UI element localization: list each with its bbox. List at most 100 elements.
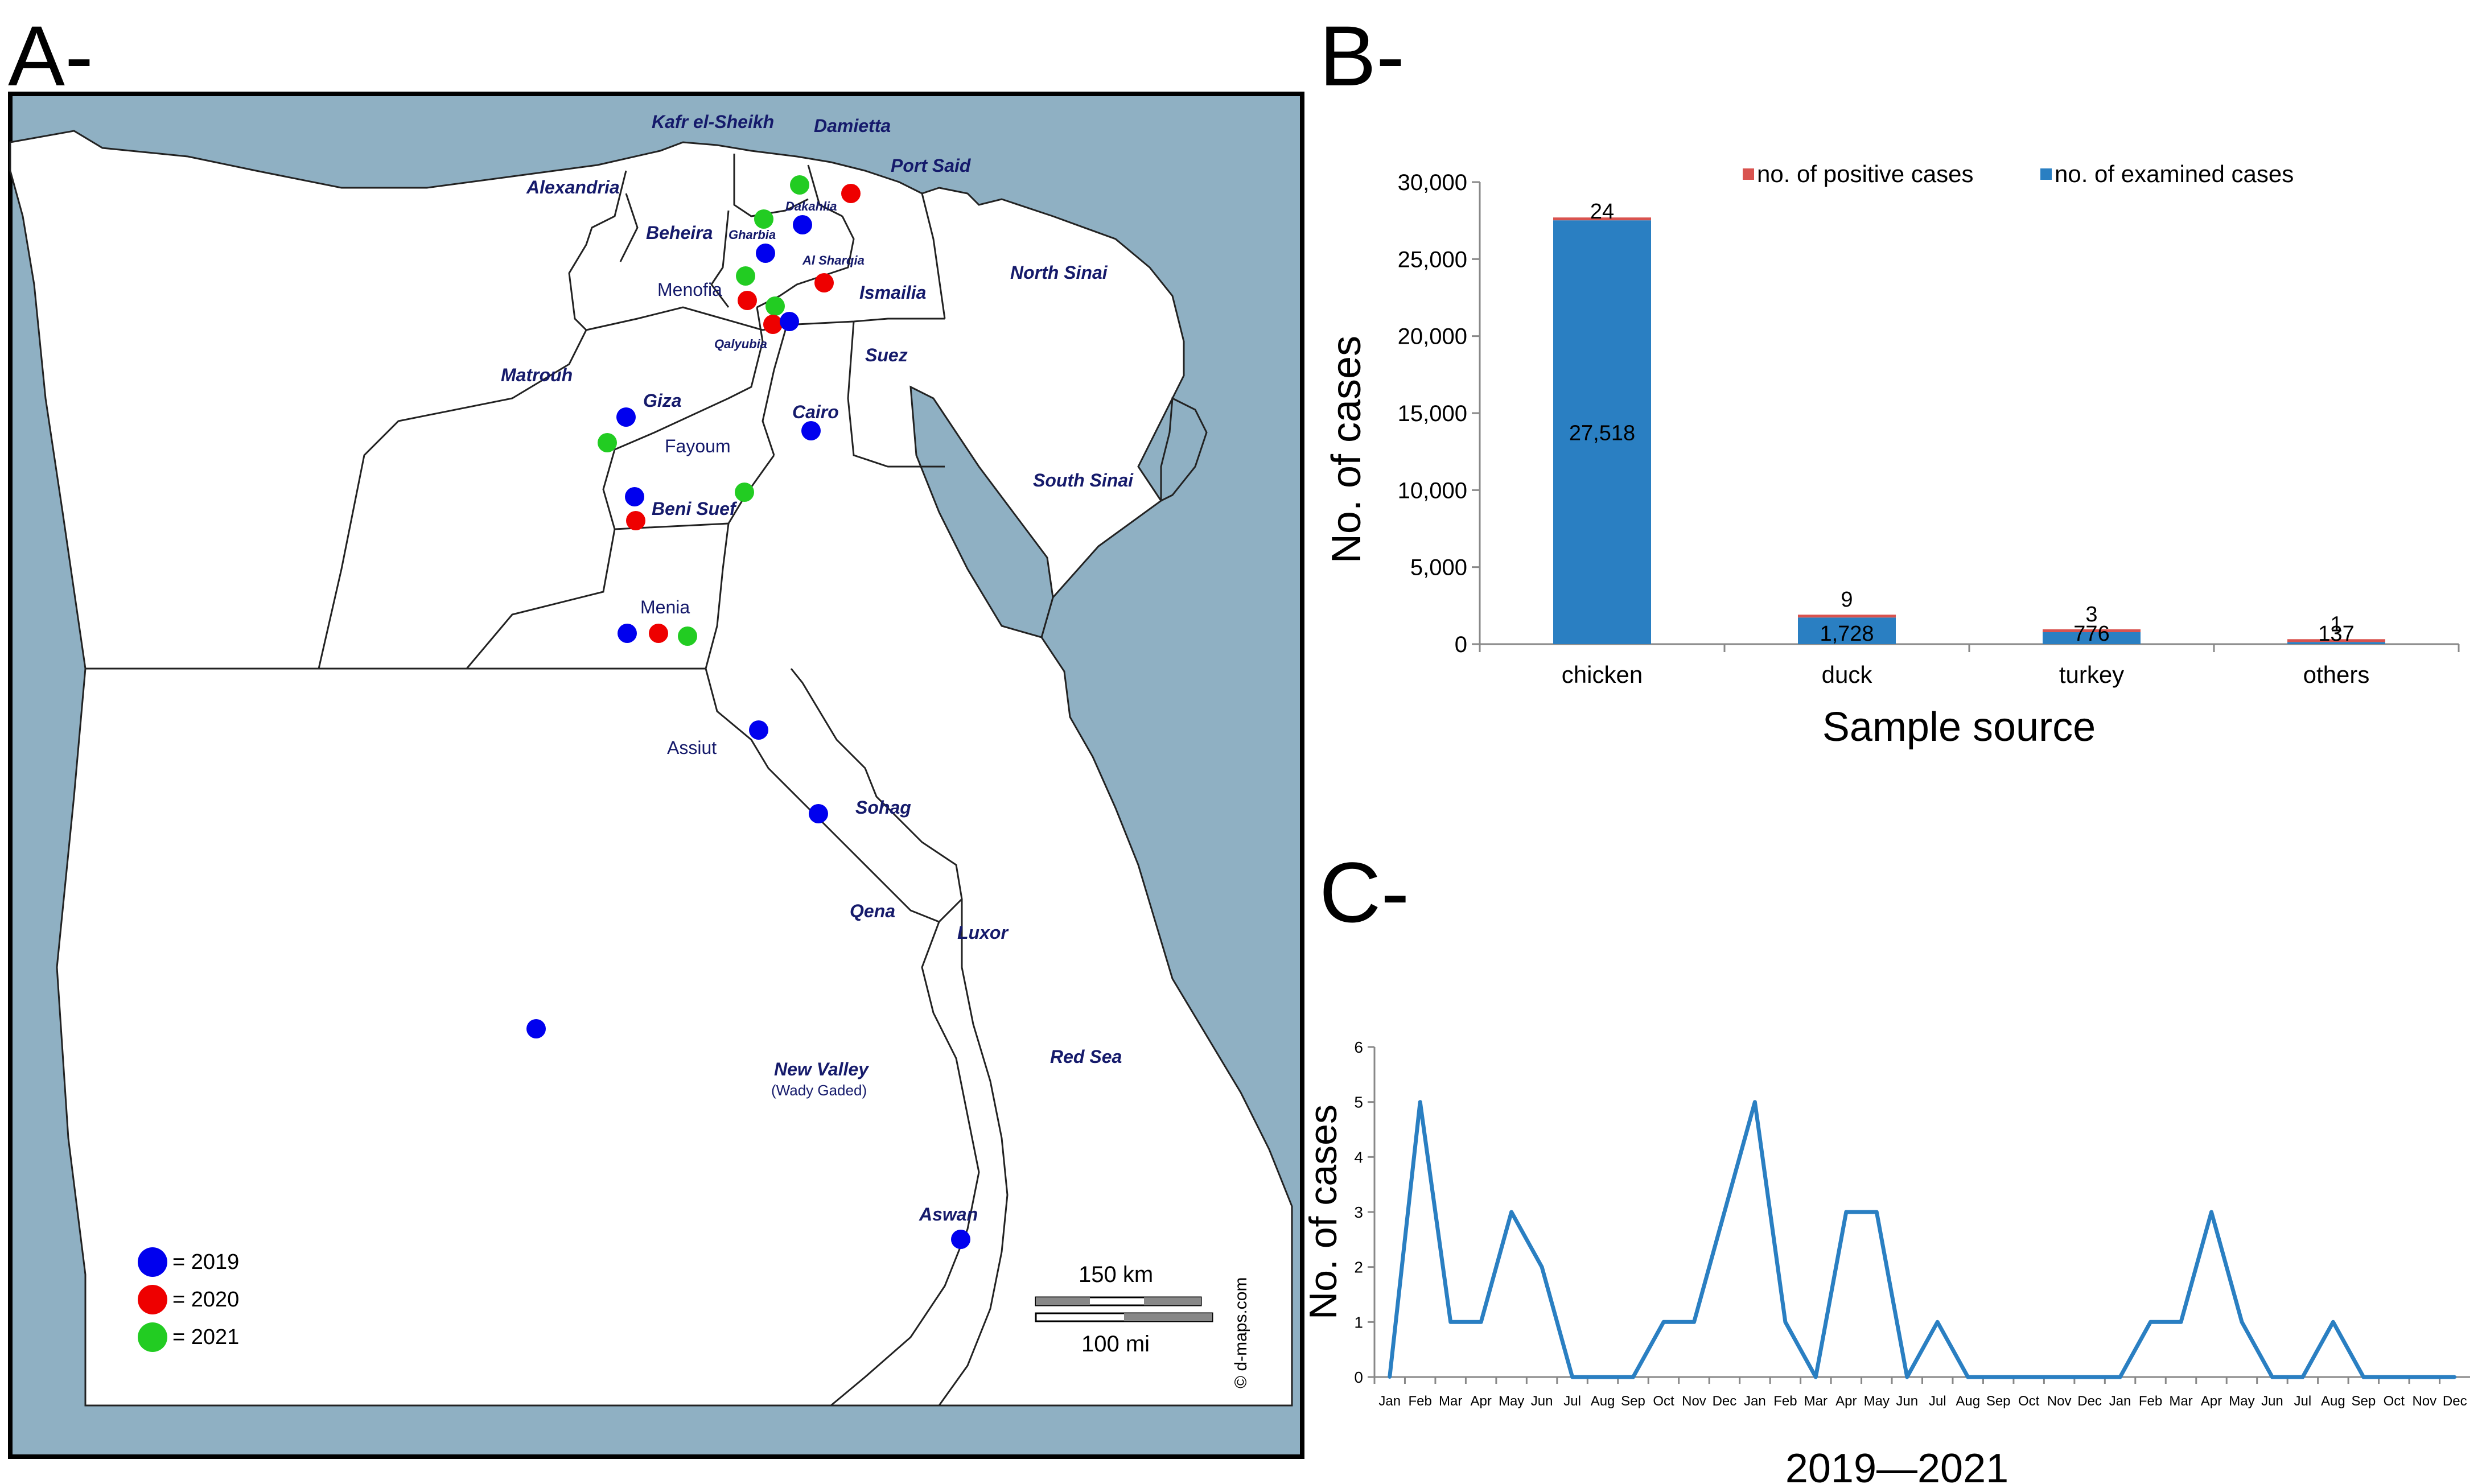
bar-y-tick-label: 0 <box>1455 632 1467 657</box>
line-x-tick-label: Apr <box>1470 1394 1491 1409</box>
bar-label-examined-chicken: 27,518 <box>1569 422 1635 446</box>
marker-benisuef-2020 <box>626 511 645 530</box>
bar-label-positive-chicken: 24 <box>1590 200 1614 224</box>
label-qalyubia: Qalyubia <box>714 337 767 351</box>
line-y-ticks: 0 1 2 3 4 5 6 <box>1354 1038 1374 1386</box>
line-point <box>1388 1375 1392 1379</box>
line-y-tick-label: 3 <box>1354 1203 1363 1221</box>
line-point <box>2240 1320 2244 1324</box>
bar-y-tick-label: 15,000 <box>1398 401 1467 426</box>
line-x-ticks: Jan Feb Mar Apr May Jun Jul Aug Sep Oct Nov Dec Jan F… <box>1373 1377 2467 1409</box>
bar-examined-duck <box>1798 617 1896 644</box>
line-point <box>1966 1375 1970 1379</box>
bar-y-label: No. of cases <box>1324 336 1369 563</box>
label-menia: Menia <box>640 597 690 617</box>
line-x-tick-label: Jul <box>1929 1394 1946 1409</box>
label-menofia: Menofia <box>657 279 722 300</box>
bar-positive-turkey <box>2043 629 2141 632</box>
outbreak-markers <box>526 175 970 1249</box>
legend-label-2020: = 2020 <box>172 1288 239 1312</box>
gulf-of-aqaba <box>1160 397 1208 502</box>
marker-assiut-2019 <box>749 720 768 740</box>
line-point <box>2179 1320 2183 1324</box>
marker-gharbia-2019 <box>756 244 775 263</box>
scale-mi-label: 100 mi <box>1081 1332 1150 1357</box>
line-series-cases <box>1388 1100 2455 1379</box>
line-y-tick-label: 5 <box>1354 1094 1363 1111</box>
line-point <box>2300 1375 2304 1379</box>
label-south-sinai: South Sinai <box>1033 470 1134 490</box>
scale-bar-km-seg1 <box>1036 1297 1090 1305</box>
marker-damietta-2021 <box>790 175 809 195</box>
label-gharbia: Gharbia <box>728 228 776 242</box>
marker-aswan-2019 <box>951 1230 970 1249</box>
line-point <box>1722 1210 1726 1214</box>
bar-y-tick-label: 25,000 <box>1398 247 1467 272</box>
line-y-tick-label: 1 <box>1354 1313 1363 1331</box>
line-x-tick-label: Oct <box>2384 1394 2405 1409</box>
label-matrouh: Matrouh <box>501 365 573 385</box>
line-point <box>1570 1375 1574 1379</box>
label-beni-suef: Beni Suef <box>652 498 738 519</box>
line-point <box>1814 1375 1818 1379</box>
scale-bar-km-seg2 <box>1144 1297 1201 1305</box>
bar-marks <box>1553 217 2385 645</box>
line-point <box>1844 1210 1848 1214</box>
map-region-labels: Kafr el-Sheikh Damietta Port Said Alexan… <box>501 112 1134 1225</box>
line-point <box>2453 1375 2457 1379</box>
line-x-tick-label: Feb <box>2139 1394 2162 1409</box>
marker-sohag-2019 <box>809 804 828 823</box>
line-x-tick-label: Apr <box>1835 1394 1857 1409</box>
label-dakahlia: Dakahlia <box>785 199 837 213</box>
line-x-tick-label: Sep <box>1621 1394 1645 1409</box>
panel-label-b: B- <box>1319 8 1405 104</box>
line-x-tick-label: Nov <box>1682 1394 1706 1409</box>
bar-positive-duck <box>1798 615 1896 618</box>
marker-giza-2021 <box>598 433 617 452</box>
line-x-tick-label: Jun <box>1531 1394 1553 1409</box>
marker-benisuef-2019 <box>625 487 644 506</box>
line-x-tick-label: Jun <box>1896 1394 1918 1409</box>
bar-examined-turkey <box>2043 632 2141 644</box>
label-wady-gaded: (Wady Gaded) <box>771 1082 867 1099</box>
marker-cairo-2019 <box>801 421 821 440</box>
line-x-tick-label: Aug <box>2321 1394 2345 1409</box>
line-x-tick-label: Nov <box>2412 1394 2436 1409</box>
egypt-landmass <box>9 130 1293 1407</box>
line-y-tick-label: 6 <box>1354 1038 1363 1056</box>
line-point <box>2422 1375 2426 1379</box>
line-x-tick-label: Dec <box>2077 1394 2102 1409</box>
bar-y-ticks: 0 5,000 10,000 15,000 20,000 25,000 30,000 <box>1398 170 1480 657</box>
scale-km-label: 150 km <box>1079 1262 1153 1287</box>
marker-menia-2021 <box>678 626 697 646</box>
bar-y-tick-label: 10,000 <box>1398 478 1467 503</box>
legend-swatch-positive <box>1743 168 1754 180</box>
scale-bar-mi-seg <box>1124 1313 1212 1321</box>
panel-label-c: C- <box>1319 844 1409 940</box>
line-y-label: No. of cases <box>1302 1104 1345 1320</box>
line-x-tick-label: Jan <box>1744 1394 1766 1409</box>
line-point <box>1783 1320 1787 1324</box>
label-sohag: Sohag <box>855 797 911 818</box>
line-point <box>1692 1320 1696 1324</box>
bar-x-ticks: chicken duck turkey others <box>1479 644 2460 688</box>
bar-x-tick-label: others <box>2303 661 2370 688</box>
line-x-tick-label: Apr <box>2201 1394 2222 1409</box>
bar-positive-chicken <box>1553 217 1651 221</box>
line-point <box>1601 1375 1605 1379</box>
marker-qalyubia-2021 <box>765 296 785 316</box>
label-beheira: Beheira <box>646 222 713 243</box>
line-points <box>1388 1100 2457 1379</box>
marker-menia-2019 <box>618 624 637 643</box>
line-x-tick-label: Feb <box>1409 1394 1432 1409</box>
line-point <box>2118 1375 2122 1379</box>
map-legend: = 2019 = 2020 = 2021 <box>138 1247 239 1352</box>
line-x-tick-label: Jan <box>2109 1394 2131 1409</box>
bar-label-examined-turkey: 776 <box>2073 622 2109 646</box>
label-kafr-el-sheikh: Kafr el-Sheikh <box>652 112 774 132</box>
marker-qalyubia-2019 <box>780 312 799 331</box>
marker-menofia-2021 <box>736 266 755 286</box>
bar-chart-panel: 0 5,000 10,000 15,000 20,000 25,000 30,000 chi… <box>1324 160 2460 750</box>
